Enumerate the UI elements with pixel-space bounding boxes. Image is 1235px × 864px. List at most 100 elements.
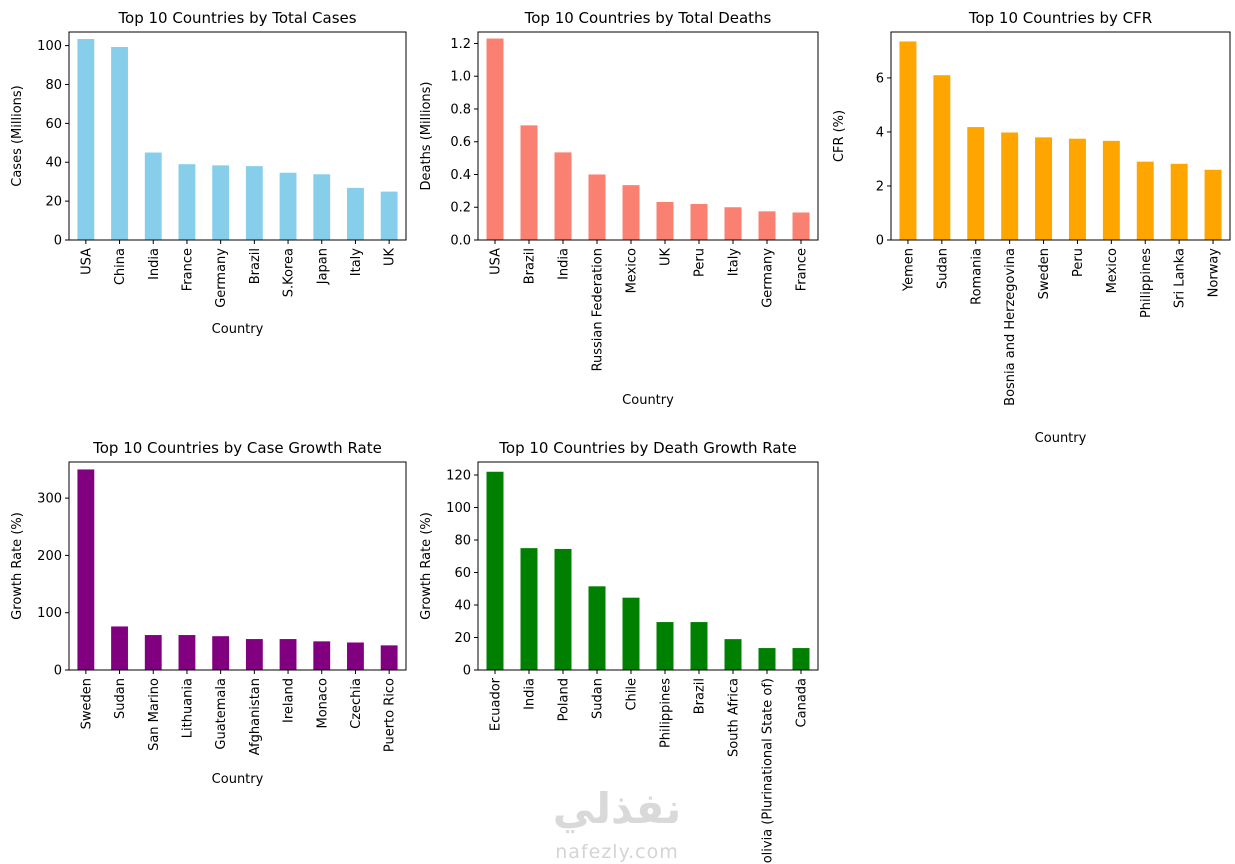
plot-frame	[68, 31, 407, 241]
plot-frame	[477, 31, 819, 241]
x-tick-label: Germany	[761, 248, 776, 308]
bar-sri-lanka	[1170, 163, 1188, 240]
bar-yemen	[899, 41, 917, 240]
x-tick-label: Chile	[625, 678, 640, 711]
x-tick-label: Sweden	[1037, 248, 1052, 299]
x-tick-label: Philippines	[1139, 248, 1154, 318]
y-tick-label: 2	[876, 179, 884, 194]
x-tick-label: Yemen	[901, 248, 916, 292]
bar-lithuania	[178, 635, 196, 670]
y-tick-label: 0	[463, 664, 471, 679]
y-tick-label: 300	[37, 492, 62, 507]
x-tick-label: Italy	[349, 248, 364, 277]
x-tick-label: Peru	[693, 248, 708, 277]
x-tick-label: Canada	[795, 678, 810, 727]
watermark: نفذلي nafezly.com	[553, 784, 682, 863]
x-tick-label: Sweden	[79, 678, 94, 729]
x-tick-label: San Marino	[147, 678, 162, 751]
bar-brazil	[245, 166, 263, 240]
y-axis-label: Deaths (Millions)	[419, 82, 434, 191]
chart-2: 0.0 0.2 0.4 0.6 0.8 1.0 1.2 USA Brazil India Russi…	[419, 9, 819, 408]
x-tick-label: USA	[489, 248, 504, 275]
bar-uk	[656, 202, 674, 240]
bar-germany	[758, 211, 776, 240]
x-tick-label: S.Korea	[282, 248, 297, 297]
bar-peru	[1068, 138, 1086, 240]
bar-brazil	[520, 125, 538, 240]
y-tick-label: 40	[45, 156, 62, 171]
y-axis-label: Cases (Millions)	[10, 85, 25, 187]
x-tick-label: India	[147, 248, 162, 280]
x-tick-label: Norway	[1207, 248, 1222, 298]
x-tick-label: Guatemala	[214, 678, 229, 750]
x-tick-label: Monaco	[315, 678, 330, 729]
y-tick-label: 0.6	[450, 135, 471, 150]
x-tick-label: Sudan	[935, 248, 950, 289]
y-tick-label: 0	[54, 664, 62, 679]
x-axis-label: Country	[622, 393, 674, 408]
bar-france	[178, 164, 196, 240]
bar-sudan	[111, 626, 128, 670]
bar-sudan	[588, 586, 606, 670]
plot-frame	[68, 461, 407, 671]
bar-russian-federation	[588, 174, 606, 240]
bar-bosnia-and-herzegovina	[1001, 132, 1019, 240]
bar-india	[554, 152, 572, 240]
y-tick-label: 80	[45, 78, 62, 93]
plot-frame	[477, 461, 819, 671]
x-tick-label: India	[557, 248, 572, 280]
bar-china	[111, 46, 128, 240]
x-tick-label: USA	[79, 248, 94, 275]
bar-usa	[77, 38, 95, 240]
chart-1: 0 20 40 60 80 100 USA China India France Germany Br…	[10, 9, 407, 337]
plot-frame	[890, 31, 1231, 241]
x-tick-label: China	[113, 248, 128, 285]
x-tick-label: UK	[659, 248, 674, 267]
chart-5: 0 20 40 60 80 100 120 Ecuador India Poland Sudan Ch…	[419, 439, 819, 864]
bar-south-africa	[724, 639, 742, 670]
y-tick-label: 1.2	[450, 37, 471, 52]
bar-sudan	[933, 75, 951, 240]
chart-3: 0 2 4 6 Yemen Sudan Romania Bosnia and Herzegov…	[832, 9, 1231, 446]
bar-chile	[622, 597, 640, 670]
bar-monaco	[313, 641, 331, 670]
y-tick-label: 40	[454, 599, 471, 614]
y-tick-label: 200	[37, 549, 62, 564]
x-tick-label: Philippines	[659, 678, 674, 748]
x-tick-label: Romania	[969, 248, 984, 305]
bar-germany	[212, 165, 230, 240]
chart-title: Top 10 Countries by Case Growth Rate	[92, 439, 382, 457]
bar-sweden	[77, 469, 95, 670]
x-tick-label: Sudan	[113, 678, 128, 719]
bar-romania	[967, 127, 985, 240]
x-tick-label: South Africa	[727, 678, 742, 757]
x-tick-label: Mexico	[625, 248, 640, 293]
x-tick-label: Japan	[315, 248, 330, 285]
y-axis-label: Growth Rate (%)	[419, 512, 434, 620]
bar-brazil	[690, 622, 708, 670]
bar-poland	[554, 548, 572, 670]
bar-japan	[313, 174, 331, 240]
x-tick-label: Afghanistan	[248, 678, 263, 755]
chart-title: Top 10 Countries by Total Cases	[117, 9, 356, 27]
bar-guatemala	[212, 636, 230, 670]
x-tick-label: Puerto Rico	[383, 678, 398, 752]
x-axis-label: Country	[212, 322, 264, 337]
y-tick-label: 4	[876, 125, 884, 140]
bar-italy	[347, 187, 364, 240]
bar-india	[144, 152, 162, 240]
y-tick-label: 0.4	[450, 168, 471, 183]
y-tick-label: 60	[45, 117, 62, 132]
x-tick-label: India	[523, 678, 538, 710]
y-tick-label: 0.2	[450, 201, 471, 216]
bar-philippines	[1136, 161, 1154, 240]
y-tick-label: 0.8	[450, 102, 471, 117]
bar-canada	[792, 648, 810, 670]
x-tick-label: France	[795, 248, 810, 291]
y-axis-label: CFR (%)	[832, 110, 847, 162]
bar-peru	[690, 203, 708, 240]
y-tick-label: 6	[876, 71, 884, 86]
y-tick-label: 20	[454, 631, 471, 646]
